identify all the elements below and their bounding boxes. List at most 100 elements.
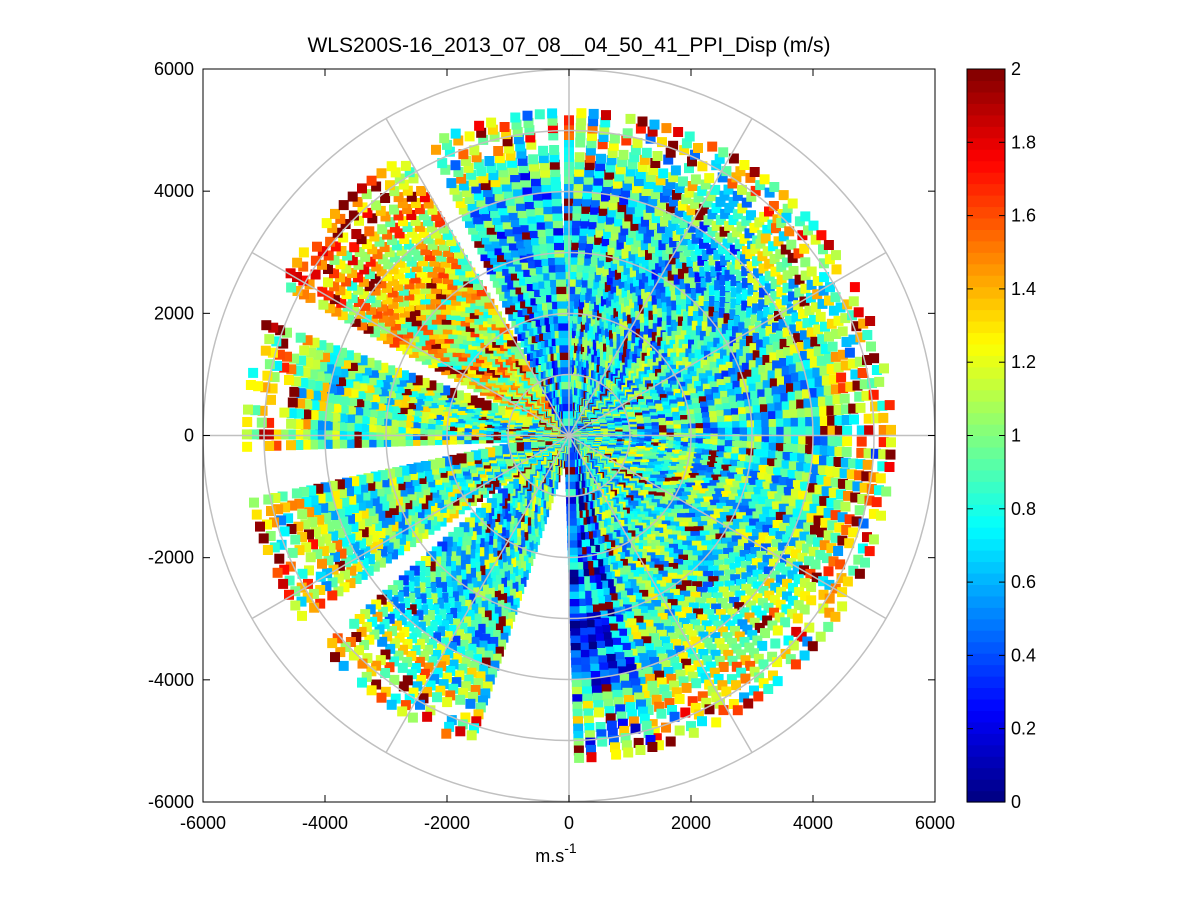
data-cell bbox=[343, 545, 353, 556]
data-cell bbox=[803, 339, 814, 350]
data-cell bbox=[729, 309, 740, 320]
data-cell bbox=[468, 691, 478, 702]
data-cell bbox=[615, 567, 626, 578]
data-cell bbox=[636, 270, 646, 280]
data-cell bbox=[639, 154, 650, 165]
data-cell bbox=[466, 667, 477, 678]
data-cell bbox=[805, 417, 816, 427]
data-cell bbox=[707, 685, 718, 696]
data-cell bbox=[741, 197, 752, 208]
data-cell bbox=[613, 292, 624, 303]
data-cell bbox=[513, 441, 524, 452]
data-cell bbox=[370, 471, 381, 482]
data-cell bbox=[605, 586, 616, 597]
data-cell bbox=[625, 166, 636, 177]
data-cell bbox=[656, 677, 667, 688]
data-cell bbox=[719, 564, 730, 575]
data-cell bbox=[590, 574, 601, 585]
data-cell bbox=[701, 406, 712, 417]
data-cell bbox=[598, 662, 609, 673]
data-cell bbox=[654, 279, 664, 290]
data-cell bbox=[521, 439, 531, 450]
data-cell bbox=[805, 292, 816, 303]
data-cell bbox=[414, 656, 425, 667]
data-cell bbox=[819, 496, 830, 507]
data-cell bbox=[790, 444, 801, 454]
data-cell bbox=[753, 280, 764, 291]
data-cell bbox=[588, 219, 599, 230]
data-cell bbox=[388, 521, 399, 532]
data-cell bbox=[467, 577, 478, 588]
data-cell bbox=[582, 693, 593, 704]
data-cell bbox=[826, 497, 837, 508]
data-cell bbox=[653, 740, 664, 751]
data-cell bbox=[585, 241, 596, 252]
data-cell bbox=[669, 711, 680, 722]
data-cell bbox=[833, 405, 844, 415]
data-cell bbox=[668, 140, 679, 151]
data-cell bbox=[325, 542, 336, 553]
data-cell bbox=[349, 618, 360, 629]
data-cell bbox=[830, 351, 841, 362]
data-cell bbox=[762, 224, 773, 235]
data-cell bbox=[764, 258, 775, 269]
data-cell bbox=[473, 581, 483, 591]
data-cell bbox=[709, 411, 720, 422]
data-cell bbox=[857, 368, 868, 378]
data-cell bbox=[752, 569, 763, 580]
data-cell bbox=[618, 574, 629, 585]
data-cell bbox=[637, 606, 648, 617]
data-cell bbox=[694, 363, 704, 373]
data-cell bbox=[675, 669, 686, 680]
data-cell bbox=[366, 437, 377, 448]
data-cell bbox=[714, 463, 725, 473]
data-cell bbox=[862, 532, 872, 543]
data-cell bbox=[625, 595, 636, 606]
data-cell bbox=[787, 570, 798, 581]
data-cell bbox=[329, 374, 339, 385]
data-cell bbox=[608, 140, 619, 151]
data-cell bbox=[409, 496, 419, 507]
data-cell bbox=[296, 596, 307, 607]
data-cell bbox=[242, 417, 253, 427]
data-cell bbox=[812, 435, 823, 446]
data-cell bbox=[782, 591, 792, 602]
data-cell bbox=[245, 380, 256, 390]
data-cell bbox=[705, 661, 716, 672]
data-cell bbox=[285, 561, 296, 572]
data-cell bbox=[737, 461, 747, 471]
data-cell bbox=[273, 504, 284, 515]
data-cell bbox=[425, 571, 436, 582]
data-cell bbox=[697, 691, 708, 702]
data-cell bbox=[620, 187, 631, 198]
data-cell bbox=[738, 447, 749, 458]
data-cell bbox=[868, 472, 879, 483]
data-cell bbox=[419, 668, 430, 679]
data-cell bbox=[630, 190, 641, 201]
data-cell bbox=[375, 407, 385, 418]
data-cell bbox=[759, 329, 769, 340]
data-cell bbox=[377, 636, 388, 647]
data-cell bbox=[630, 283, 640, 294]
data-cell bbox=[486, 498, 497, 509]
data-cell bbox=[401, 385, 412, 396]
data-cell bbox=[463, 650, 474, 661]
data-cell bbox=[274, 553, 285, 564]
data-cell bbox=[371, 550, 382, 561]
data-cell bbox=[686, 721, 696, 732]
data-cell bbox=[570, 254, 581, 265]
data-cell bbox=[732, 440, 743, 451]
data-cell bbox=[383, 542, 394, 553]
data-cell bbox=[321, 512, 332, 523]
data-cell bbox=[630, 220, 641, 231]
data-cell bbox=[806, 582, 817, 592]
data-cell bbox=[508, 566, 519, 576]
data-cell bbox=[729, 563, 740, 574]
data-cell bbox=[333, 573, 344, 584]
data-cell bbox=[627, 709, 638, 720]
data-cell bbox=[683, 246, 694, 257]
data-cell bbox=[314, 371, 325, 381]
data-cell bbox=[289, 386, 300, 397]
data-cell bbox=[636, 699, 646, 710]
data-cell bbox=[769, 595, 780, 606]
